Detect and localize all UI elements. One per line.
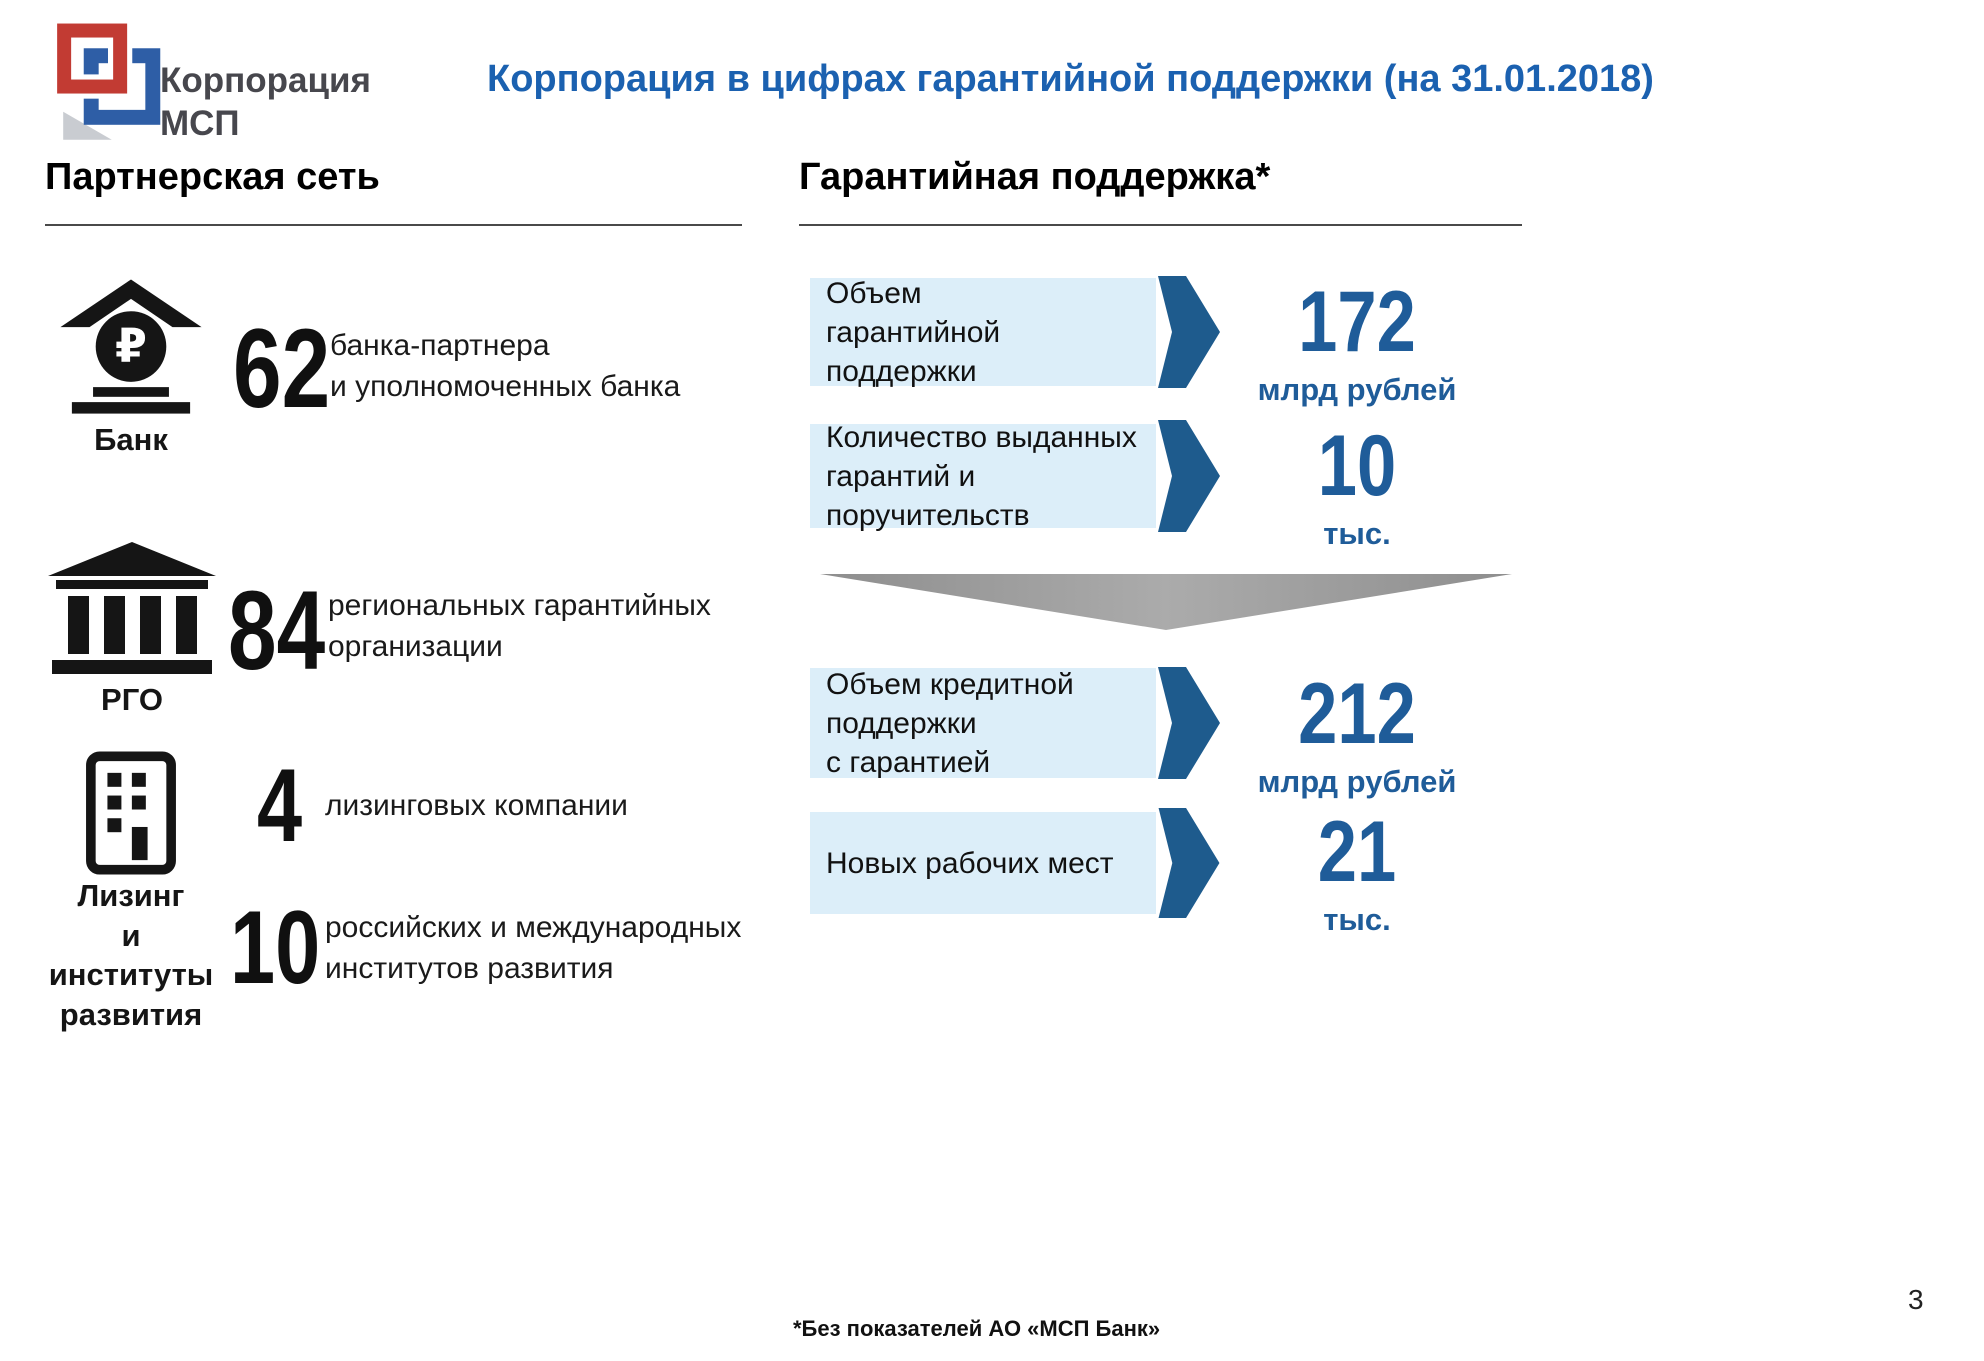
bank-description: банка-партнера и уполномоченных банка bbox=[330, 329, 681, 403]
stat-value: 21 bbox=[1317, 804, 1397, 900]
development-institutes-count: 10 bbox=[230, 890, 321, 1006]
page-number: 3 bbox=[1908, 1284, 1924, 1315]
chevron-right-icon bbox=[1158, 276, 1220, 388]
stat-value: 172 bbox=[1298, 274, 1416, 370]
slide-title: Корпорация в цифрах гарантийной поддержк… bbox=[487, 58, 1654, 100]
partner-network-heading: Партнерская сеть bbox=[45, 156, 380, 198]
guarantee-support-rule bbox=[799, 224, 1522, 226]
stat-label: Новых рабочих мест bbox=[826, 846, 1114, 880]
stat-box-credit-volume: Объем кредитной поддержки с гарантией bbox=[810, 668, 1156, 779]
logo-text: Корпорация МСП bbox=[160, 60, 371, 145]
svg-text:₽: ₽ bbox=[115, 319, 147, 373]
stat-box-guarantee-count: Количество выданных гарантий и поручител… bbox=[810, 421, 1156, 532]
stat-label: Объем кредитной поддержки с гарантией bbox=[826, 667, 1074, 779]
rgo-description: региональных гарантийных организации bbox=[328, 589, 711, 663]
rgo-count: 84 bbox=[228, 568, 326, 693]
chevron-right-icon bbox=[1158, 420, 1220, 532]
logo-text-line1: Корпорация bbox=[160, 61, 371, 100]
stat-value-block: 212 млрд рублей bbox=[1252, 666, 1462, 800]
classical-building-icon bbox=[48, 542, 216, 674]
stat-box-guarantee-volume: Объем гарантийной поддержки bbox=[810, 277, 1156, 388]
leasing-count: 4 bbox=[257, 748, 303, 864]
stat-value-block: 10 тыс. bbox=[1252, 418, 1462, 552]
msp-logo-icon bbox=[52, 18, 161, 140]
stat-unit: млрд рублей bbox=[1257, 371, 1457, 407]
bank-count: 62 bbox=[233, 306, 331, 431]
stat-value: 10 bbox=[1317, 418, 1397, 514]
bank-label: Банк bbox=[94, 422, 168, 457]
guarantee-support-heading: Гарантийная поддержка* bbox=[799, 156, 1271, 198]
footnote: *Без показателей АО «МСП Банк» bbox=[793, 1316, 1161, 1341]
divider-down-arrow-icon bbox=[820, 574, 1512, 630]
chevron-right-icon bbox=[1158, 808, 1220, 918]
logo-text-line2: МСП bbox=[160, 103, 240, 143]
bank-icon: ₽ bbox=[60, 279, 202, 414]
stat-unit: тыс. bbox=[1323, 901, 1391, 937]
stat-unit: тыс. bbox=[1323, 515, 1391, 551]
office-building-icon bbox=[86, 751, 176, 875]
stat-unit: млрд рублей bbox=[1257, 763, 1457, 799]
stat-value: 212 bbox=[1298, 666, 1416, 762]
leasing-description: лизинговых компании bbox=[325, 789, 628, 822]
development-institutes-description: российских и международных институтов ра… bbox=[325, 911, 742, 985]
rgo-label: РГО bbox=[101, 682, 163, 717]
partner-network-rule bbox=[45, 224, 742, 226]
stat-value-block: 172 млрд рублей bbox=[1252, 274, 1462, 408]
stat-label: Объем гарантийной поддержки bbox=[826, 276, 1001, 388]
stat-box-new-jobs: Новых рабочих мест bbox=[810, 812, 1156, 914]
stat-label: Количество выданных гарантий и поручител… bbox=[826, 420, 1137, 532]
stat-value-block: 21 тыс. bbox=[1252, 804, 1462, 938]
leasing-label: Лизинг и институты развития bbox=[48, 878, 214, 1033]
chevron-right-icon bbox=[1158, 667, 1220, 779]
